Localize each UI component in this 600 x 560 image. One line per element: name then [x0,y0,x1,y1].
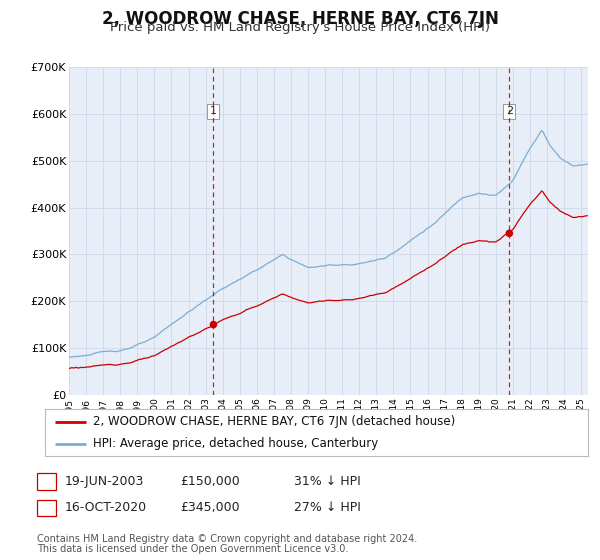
Text: 2: 2 [506,106,513,116]
Point [505,229,514,238]
Text: £345,000: £345,000 [180,501,239,515]
Text: 16-OCT-2020: 16-OCT-2020 [65,501,147,515]
Text: 19-JUN-2003: 19-JUN-2003 [65,475,144,488]
Text: 2: 2 [43,501,50,515]
Text: HPI: Average price, detached house, Canterbury: HPI: Average price, detached house, Cant… [93,437,378,450]
Text: 27% ↓ HPI: 27% ↓ HPI [294,501,361,515]
Text: 2, WOODROW CHASE, HERNE BAY, CT6 7JN: 2, WOODROW CHASE, HERNE BAY, CT6 7JN [101,10,499,27]
Text: Price paid vs. HM Land Registry's House Price Index (HPI): Price paid vs. HM Land Registry's House … [110,21,490,34]
Text: Contains HM Land Registry data © Crown copyright and database right 2024.: Contains HM Land Registry data © Crown c… [37,534,418,544]
Text: £150,000: £150,000 [180,475,240,488]
Text: 1: 1 [43,475,50,488]
Text: 1: 1 [210,106,217,116]
Point [209,320,218,329]
Text: 31% ↓ HPI: 31% ↓ HPI [294,475,361,488]
Text: 2, WOODROW CHASE, HERNE BAY, CT6 7JN (detached house): 2, WOODROW CHASE, HERNE BAY, CT6 7JN (de… [93,415,455,428]
Text: This data is licensed under the Open Government Licence v3.0.: This data is licensed under the Open Gov… [37,544,349,554]
